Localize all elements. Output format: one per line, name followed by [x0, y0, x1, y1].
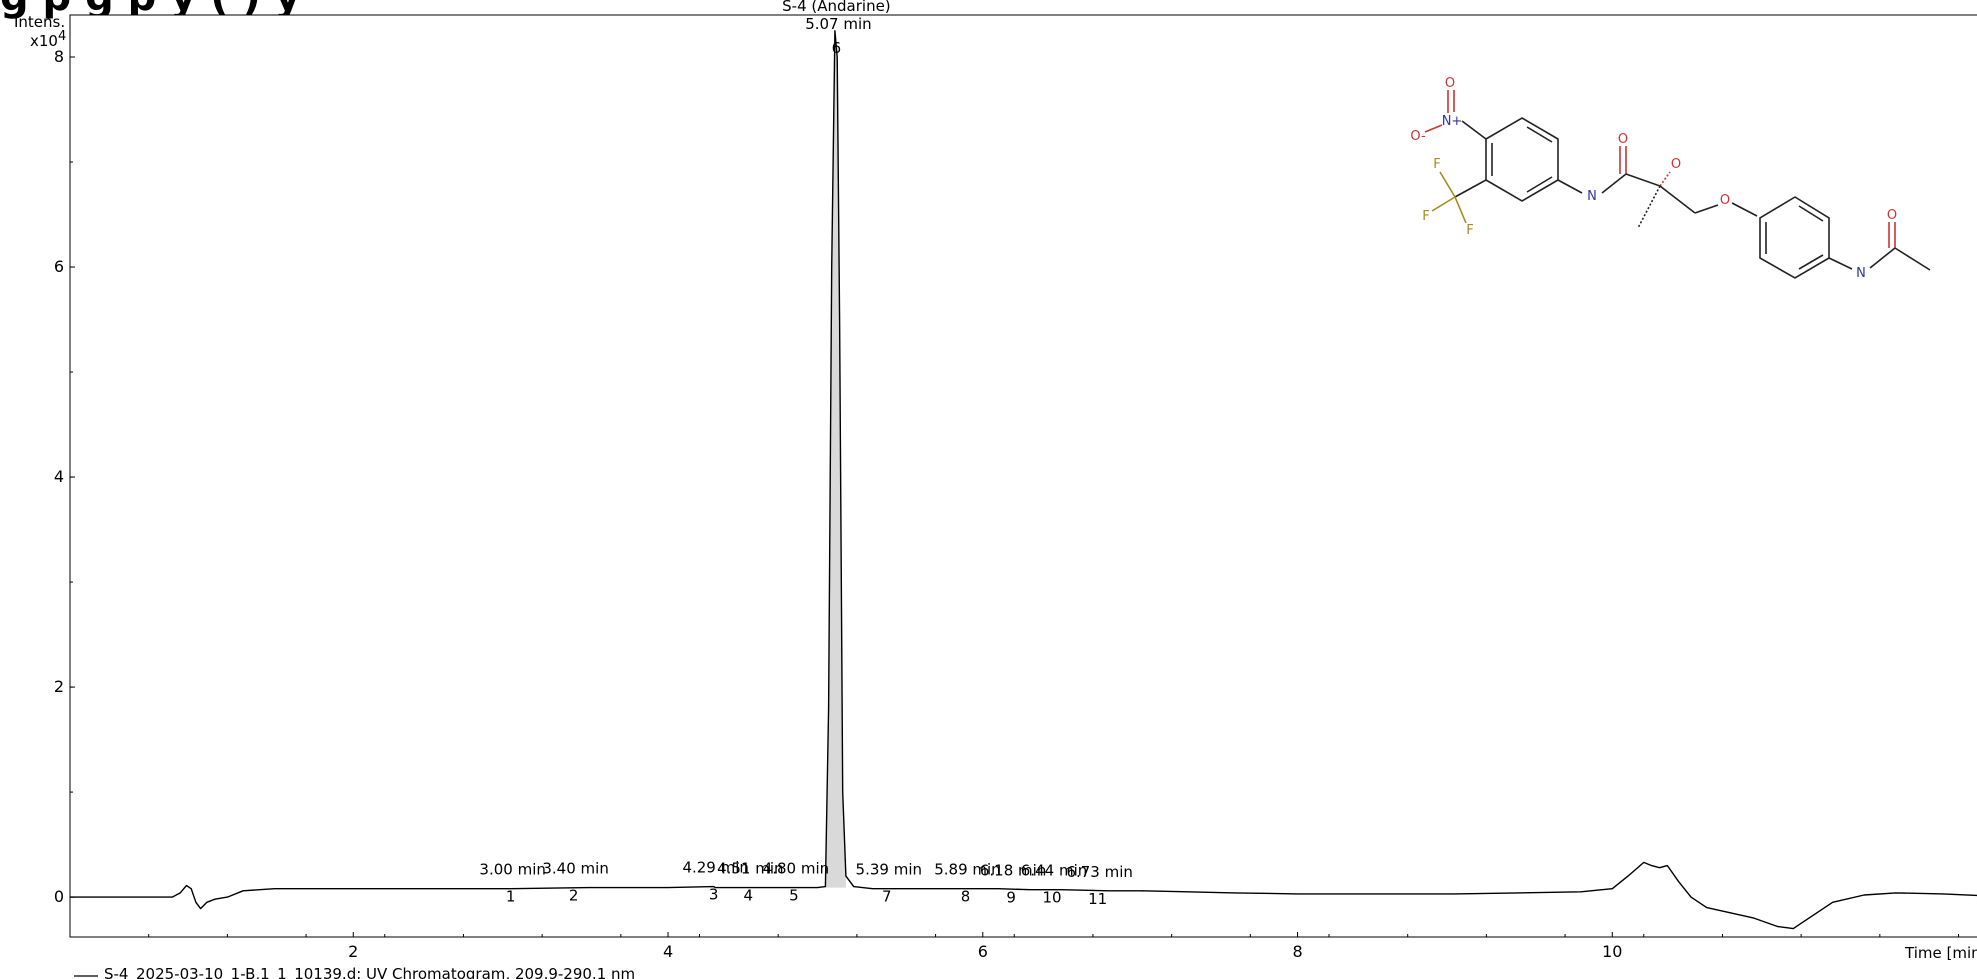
main-peak-fill — [825, 30, 846, 888]
peak-rt-label: 4.29 min — [682, 859, 748, 877]
atom-amide-n: N — [1587, 189, 1597, 204]
peak-rt-label: 4.51 min — [717, 860, 783, 878]
x-tick-label: 8 — [1292, 942, 1302, 961]
y-tick-label: 0 — [54, 887, 64, 906]
peak-rt-label: 6.18 min — [980, 862, 1046, 880]
axis-ticks: 2 4 6 8 10 0 2 4 6 8 — [54, 47, 1960, 961]
peak-rt-label: 6.44 min — [1021, 862, 1087, 880]
chromatogram-trace — [70, 30, 1977, 930]
y-tick-label: 8 — [54, 47, 64, 66]
peak-number-label: 5 — [789, 887, 799, 905]
y-axis-title: Intens. — [14, 13, 65, 31]
atom-f3: F — [1466, 223, 1473, 238]
atom-amide-o: O — [1618, 132, 1628, 147]
peak-number-label: 9 — [1006, 889, 1016, 907]
peak-rt-label: 5.89 min — [934, 861, 1000, 879]
atom-nitro-o1: O — [1445, 76, 1455, 91]
y-tick-label: 6 — [54, 257, 64, 276]
plot-frame — [69, 14, 1977, 938]
x-axis-title: Time [min] — [1904, 944, 1977, 962]
x-tick-label: 2 — [348, 942, 358, 961]
peak-number-label: 3 — [709, 886, 719, 904]
compound-label: S-4 (Andarine) — [782, 0, 891, 15]
atom-nitro-n: N+ — [1442, 114, 1463, 129]
peak-rt-label: 6.73 min — [1066, 863, 1132, 881]
atom-f2: F — [1422, 209, 1429, 224]
x-tick-label: 4 — [663, 942, 673, 961]
peak-rt-label: 3.00 min — [479, 861, 545, 879]
peak-number-label: 1 — [506, 888, 516, 906]
atom-f1: F — [1433, 157, 1440, 172]
legend-trace-label: S-4_2025-03-10_1-B,1_1_10139.d: UV Chrom… — [104, 965, 635, 979]
atom-ether-o: O — [1720, 193, 1730, 208]
atom-hydroxyl-o: O — [1671, 157, 1681, 172]
peak-rt-label: 3.40 min — [542, 860, 608, 878]
y-tick-label: 4 — [54, 467, 64, 486]
peak-number-label: 10 — [1042, 889, 1061, 907]
peak-rt-label: 5.39 min — [856, 861, 922, 879]
structure-atom-labels: O N+ O- F F F N O O O N O — [1410, 76, 1897, 281]
peak-rt-label: 5.07 min — [805, 15, 871, 33]
y-axis-multiplier: x104 — [30, 29, 66, 50]
peak-number-label: 4 — [744, 887, 754, 905]
peak-rt-label: 4.80 min — [763, 860, 829, 878]
peak-labels: 3.00 min 1 3.40 min 2 4.29 min 3 4.51 min 4 4.80… — [479, 15, 1132, 908]
atom-nitro-o2: O- — [1410, 129, 1426, 144]
peak-fills — [825, 30, 846, 888]
peak-number-label: 6 — [832, 39, 842, 57]
atom-acetamide-o: O — [1887, 208, 1897, 223]
x-tick-label: 6 — [978, 942, 988, 961]
peak-number-label: 2 — [569, 887, 579, 905]
y-tick-label: 2 — [54, 677, 64, 696]
peak-number-label: 8 — [961, 888, 971, 906]
structure-ring-b — [1759, 196, 1830, 279]
peak-number-label: 7 — [882, 888, 892, 906]
peak-number-label: 11 — [1088, 890, 1107, 908]
atom-acetamide-n: N — [1856, 266, 1866, 281]
x-tick-label: 10 — [1602, 942, 1622, 961]
chemical-structure-image — [1424, 90, 1931, 279]
